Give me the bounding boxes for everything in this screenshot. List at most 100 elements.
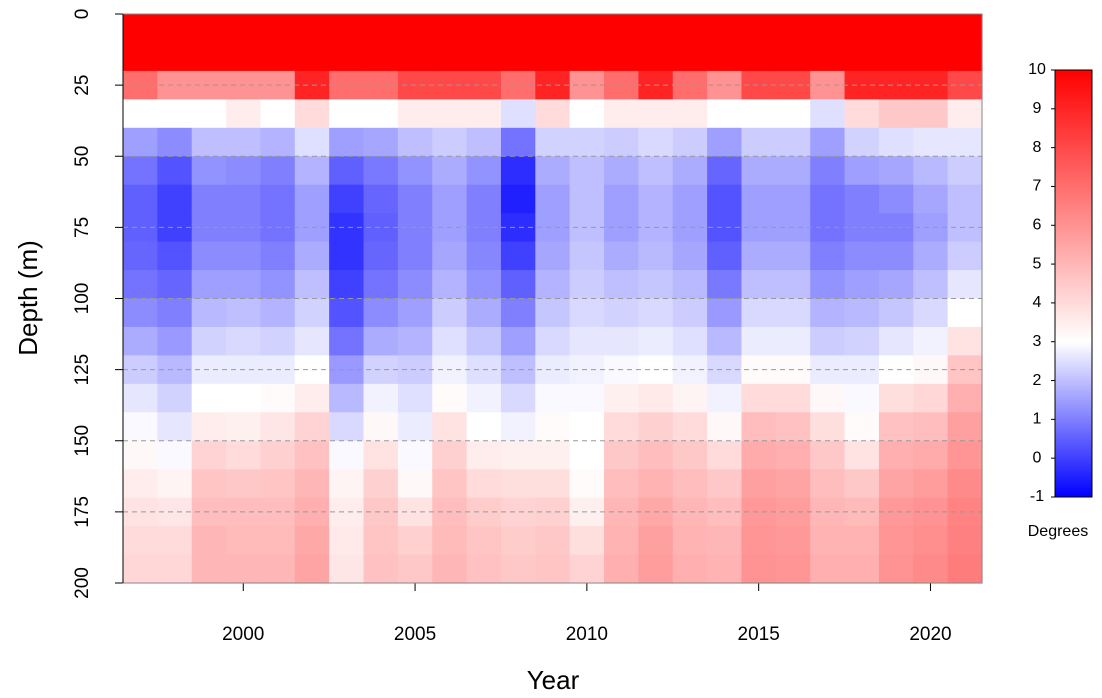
heat-cell: [741, 526, 777, 556]
heat-cell: [810, 412, 846, 442]
heat-cell: [569, 526, 605, 556]
heat-cell: [535, 326, 571, 356]
heat-cell: [878, 127, 914, 157]
y-tick-label: 125: [72, 354, 93, 386]
heat-cell: [123, 326, 158, 356]
heat-cell: [775, 326, 811, 356]
heat-cell: [844, 156, 880, 186]
heat-cell: [741, 184, 777, 214]
heat-cell: [741, 270, 777, 300]
heat-cell: [947, 412, 983, 442]
heat-cell: [810, 554, 846, 584]
heat-cell: [604, 241, 639, 271]
heat-cell: [569, 469, 605, 499]
heat-cell: [191, 184, 227, 214]
heat-cell: [432, 241, 468, 271]
y-axis-label: Depth (m): [13, 240, 43, 356]
heat-cell: [294, 241, 330, 271]
heat-cell: [844, 99, 880, 129]
heat-cell: [913, 14, 949, 44]
x-tick-label: 2000: [222, 624, 264, 645]
heat-cell: [260, 14, 296, 44]
heat-cell: [294, 184, 330, 214]
heat-cell: [569, 127, 605, 157]
heat-cell: [329, 526, 365, 556]
colorbar: [1054, 69, 1093, 498]
heat-cell: [535, 14, 571, 44]
heat-cell: [260, 270, 296, 300]
heat-cell: [329, 326, 365, 356]
heat-cell: [397, 99, 433, 129]
y-tick-label: 100: [72, 283, 93, 315]
heat-cell: [913, 412, 949, 442]
heat-cell: [604, 554, 639, 584]
heat-cell: [569, 99, 605, 129]
heat-cell: [638, 127, 674, 157]
heat-cell: [604, 270, 639, 300]
heatmap: [123, 14, 983, 584]
heat-cell: [432, 99, 468, 129]
heat-cell: [535, 383, 571, 413]
heat-cell: [191, 554, 227, 584]
heat-cell: [466, 298, 502, 328]
heat-cell: [707, 383, 743, 413]
heat-cell: [191, 383, 227, 413]
heat-cell: [294, 326, 330, 356]
heat-cell: [260, 383, 296, 413]
heat-cell: [878, 469, 914, 499]
heat-cell: [432, 440, 468, 470]
heat-cell: [363, 184, 399, 214]
heat-cell: [878, 99, 914, 129]
heat-cell: [363, 241, 399, 271]
heat-cell: [947, 99, 983, 129]
heat-cell: [500, 241, 536, 271]
heat-cell: [604, 184, 639, 214]
heat-cell: [775, 241, 811, 271]
y-tick-label: 0: [72, 9, 93, 20]
heat-cell: [913, 469, 949, 499]
heat-cell: [707, 554, 743, 584]
heat-cell: [123, 184, 158, 214]
heat-cell: [844, 298, 880, 328]
heat-cell: [123, 156, 158, 186]
colorbar-tick-label: 1: [1033, 411, 1042, 428]
heat-cell: [878, 440, 914, 470]
heat-cell: [810, 298, 846, 328]
heat-cell: [878, 554, 914, 584]
heat-cell: [844, 554, 880, 584]
heat-cell: [810, 383, 846, 413]
heat-cell: [947, 298, 983, 328]
heat-cell: [329, 14, 365, 44]
heat-cell: [500, 99, 536, 129]
heat-cell: [775, 14, 811, 44]
heat-cell: [191, 412, 227, 442]
heat-cell: [535, 526, 571, 556]
heat-cell: [157, 156, 193, 186]
heat-cell: [604, 99, 639, 129]
heat-cell: [363, 412, 399, 442]
heat-cell: [707, 99, 743, 129]
heat-cell: [569, 440, 605, 470]
colorbar-tick-label: 7: [1033, 178, 1042, 195]
heat-cell: [329, 241, 365, 271]
heat-cell: [294, 526, 330, 556]
heat-cell: [123, 42, 158, 72]
heat-cell: [157, 127, 193, 157]
heat-cell: [569, 383, 605, 413]
heat-cell: [260, 440, 296, 470]
heat-cell: [672, 156, 708, 186]
heat-cell: [947, 270, 983, 300]
heat-cell: [535, 554, 571, 584]
heat-cell: [191, 526, 227, 556]
heat-cell: [329, 554, 365, 584]
heat-cell: [191, 156, 227, 186]
heat-cell: [397, 270, 433, 300]
heat-cell: [569, 270, 605, 300]
heat-cell: [913, 184, 949, 214]
heat-cell: [500, 156, 536, 186]
heat-cell: [775, 440, 811, 470]
heat-cell: [604, 14, 639, 44]
heat-cell: [604, 42, 639, 72]
heat-cell: [672, 326, 708, 356]
heat-cell: [947, 469, 983, 499]
